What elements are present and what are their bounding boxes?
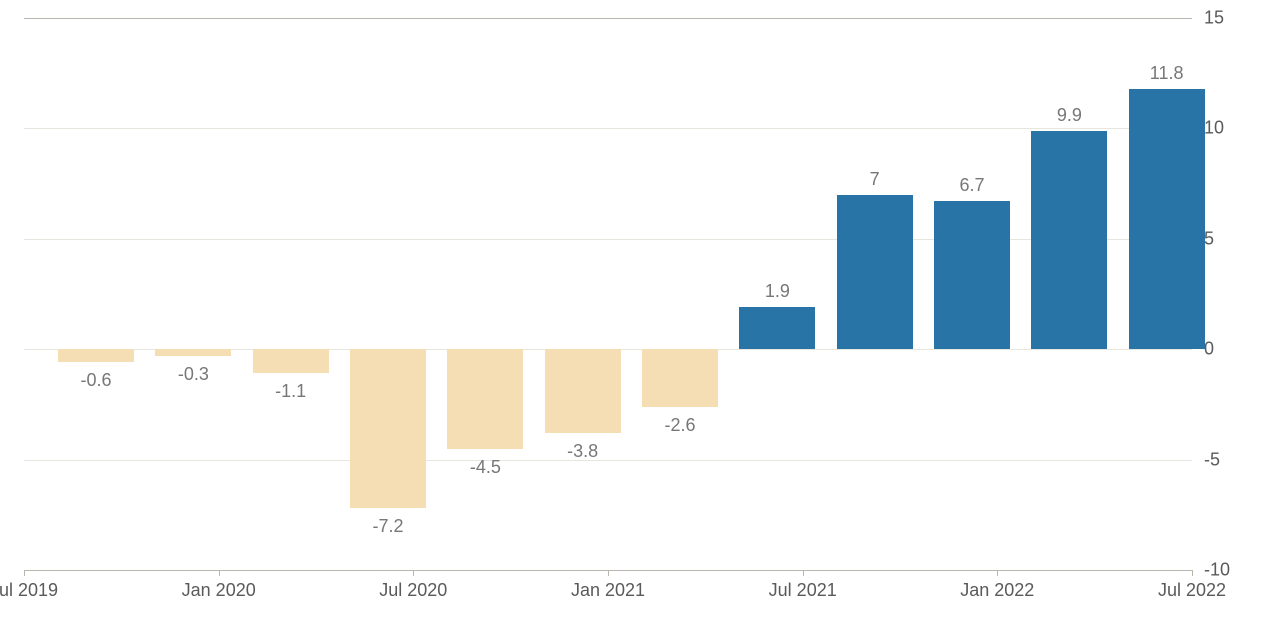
x-tick-label: Jan 2021 [571, 580, 645, 601]
bar-value-label: -4.5 [470, 457, 501, 478]
y-tick-label: -10 [1204, 560, 1264, 581]
gridline [24, 460, 1192, 461]
x-tick-mark [1192, 570, 1193, 576]
y-tick-label: 5 [1204, 228, 1264, 249]
x-tick-label: Jan 2020 [182, 580, 256, 601]
x-tick-label: Jul 2020 [379, 580, 447, 601]
bar [155, 349, 231, 356]
x-tick-label: Jul 2022 [1158, 580, 1226, 601]
bar [447, 349, 523, 448]
bar-value-label: -7.2 [373, 516, 404, 537]
bar [545, 349, 621, 433]
bar [58, 349, 134, 362]
x-tick-mark [413, 570, 414, 576]
gridline [24, 239, 1192, 240]
bar [934, 201, 1010, 349]
bar [1031, 131, 1107, 350]
x-tick-mark [219, 570, 220, 576]
y-tick-label: 15 [1204, 8, 1264, 29]
bar [642, 349, 718, 406]
bar-value-label: 7 [870, 169, 880, 190]
bar-value-label: -1.1 [275, 381, 306, 402]
bar [1129, 89, 1205, 350]
y-tick-label: 10 [1204, 118, 1264, 139]
bar [739, 307, 815, 349]
bar [350, 349, 426, 508]
y-tick-label: 0 [1204, 339, 1264, 360]
bar [253, 349, 329, 373]
x-tick-mark [997, 570, 998, 576]
x-tick-label: Jul 2021 [769, 580, 837, 601]
bar-value-label: 6.7 [960, 175, 985, 196]
x-tick-mark [608, 570, 609, 576]
bar-value-label: -0.3 [178, 364, 209, 385]
x-tick-label: Jan 2022 [960, 580, 1034, 601]
bar-value-label: 9.9 [1057, 105, 1082, 126]
bar-chart: -10 -5 0 5 10 15 Jul 2019 Jan 2020 Jul 2020 Jan … [0, 0, 1264, 617]
x-tick-label: Jul 2019 [0, 580, 58, 601]
bar-value-label: -3.8 [567, 441, 598, 462]
bar-value-label: -2.6 [665, 415, 696, 436]
plot-area [24, 18, 1192, 570]
bar-value-label: 1.9 [765, 281, 790, 302]
bar-value-label: -0.6 [81, 370, 112, 391]
gridline [24, 18, 1192, 19]
gridline [24, 128, 1192, 129]
x-tick-mark [24, 570, 25, 576]
bar-value-label: 11.8 [1150, 63, 1184, 84]
bar [837, 195, 913, 350]
x-tick-mark [803, 570, 804, 576]
y-tick-label: -5 [1204, 449, 1264, 470]
